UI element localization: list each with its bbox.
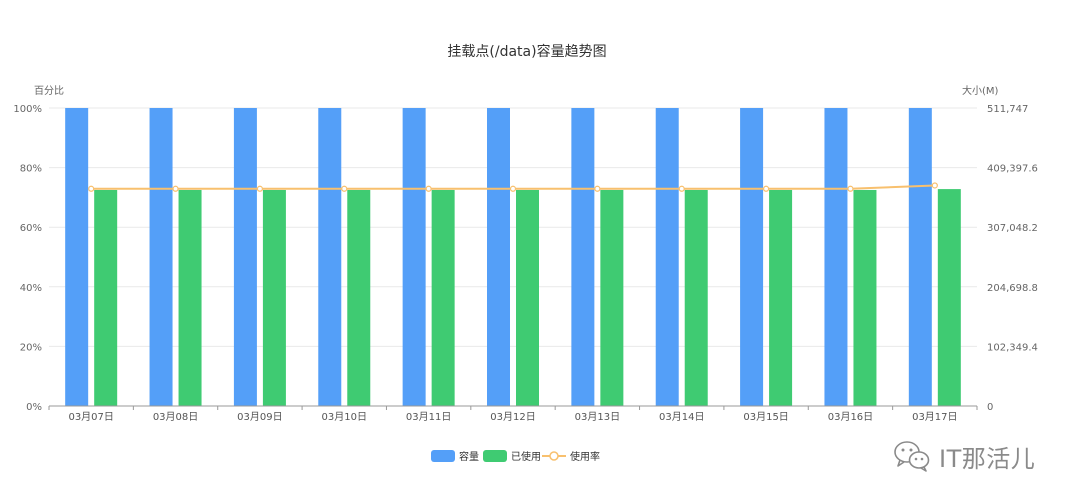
left-tick-label: 20%: [20, 342, 42, 353]
legend-swatch-used: [483, 450, 507, 462]
bar-used: [853, 189, 877, 406]
usage-rate-point: [594, 185, 601, 192]
right-tick-label: 102,349.4: [987, 342, 1038, 353]
bar-used: [347, 189, 371, 406]
x-tick-label: 03月07日: [68, 411, 113, 423]
right-tick-label: 0: [987, 402, 993, 413]
right-tick-label: 409,397.6: [987, 164, 1038, 175]
watermark: IT那活儿: [893, 436, 1063, 476]
chart-title: 挂载点(/data)容量趋势图: [447, 43, 606, 60]
x-tick-label: 03月16日: [828, 411, 873, 423]
bar-capacity: [824, 108, 848, 406]
legend-label-capacity: 容量: [459, 450, 479, 463]
left-axis-name: 百分比: [34, 85, 64, 97]
bar-used: [262, 189, 286, 406]
x-tick-label: 03月11日: [406, 411, 451, 423]
right-tick-label: 204,698.8: [987, 283, 1038, 294]
bar-used: [937, 189, 961, 406]
right-tick-label: 307,048.2: [987, 223, 1038, 234]
legend-marker-rate: [549, 451, 559, 461]
bar-used: [769, 189, 793, 406]
right-tick-label: 511,747: [987, 104, 1028, 115]
usage-rate-point: [425, 185, 432, 192]
x-tick-label: 03月15日: [743, 411, 788, 423]
left-tick-label: 100%: [13, 104, 42, 115]
bar-capacity: [487, 108, 510, 406]
bar-capacity: [149, 108, 173, 406]
left-tick-label: 60%: [20, 223, 42, 234]
left-tick-label: 40%: [20, 283, 42, 294]
x-tick-label: 03月13日: [575, 411, 620, 423]
legend-label-rate: 使用率: [570, 450, 600, 463]
usage-rate-point: [931, 182, 938, 189]
x-tick-label: 03月09日: [237, 411, 282, 423]
bar-used: [431, 189, 455, 406]
wechat-icon: [894, 441, 930, 472]
bar-capacity: [65, 108, 89, 406]
usage-rate-point: [256, 185, 264, 192]
bar-capacity: [655, 108, 679, 406]
usage-rate-point: [88, 185, 95, 192]
bar-used: [684, 189, 708, 406]
legend-label-used: 已使用: [511, 450, 541, 463]
left-tick-label: 0%: [26, 402, 42, 413]
right-axis-name: 大小(M): [962, 84, 999, 97]
left-tick-label: 80%: [20, 164, 42, 175]
x-tick-label: 03月17日: [912, 411, 957, 423]
bar-capacity: [740, 108, 764, 406]
bar-capacity: [402, 108, 426, 406]
watermark-text: IT那活儿: [939, 444, 1036, 473]
bar-capacity: [571, 108, 595, 406]
x-tick-label: 03月12日: [490, 411, 535, 423]
x-tick-label: 03月14日: [659, 411, 704, 423]
legend-swatch-capacity: [431, 450, 455, 462]
bar-used: [178, 189, 202, 406]
usage-rate-point: [762, 185, 770, 192]
bar-used: [600, 189, 624, 406]
usage-rate-point: [847, 185, 854, 192]
usage-rate-point: [172, 185, 179, 192]
usage-rate-point: [341, 185, 348, 192]
usage-rate-point: [678, 185, 685, 192]
bar-used: [94, 189, 118, 406]
bar-used: [516, 189, 539, 406]
bar-capacity: [908, 108, 932, 406]
bar-capacity: [233, 108, 257, 406]
usage-rate-point: [509, 185, 517, 192]
x-tick-label: 03月10日: [322, 411, 367, 423]
x-tick-label: 03月08日: [153, 411, 198, 423]
bar-capacity: [318, 108, 342, 406]
